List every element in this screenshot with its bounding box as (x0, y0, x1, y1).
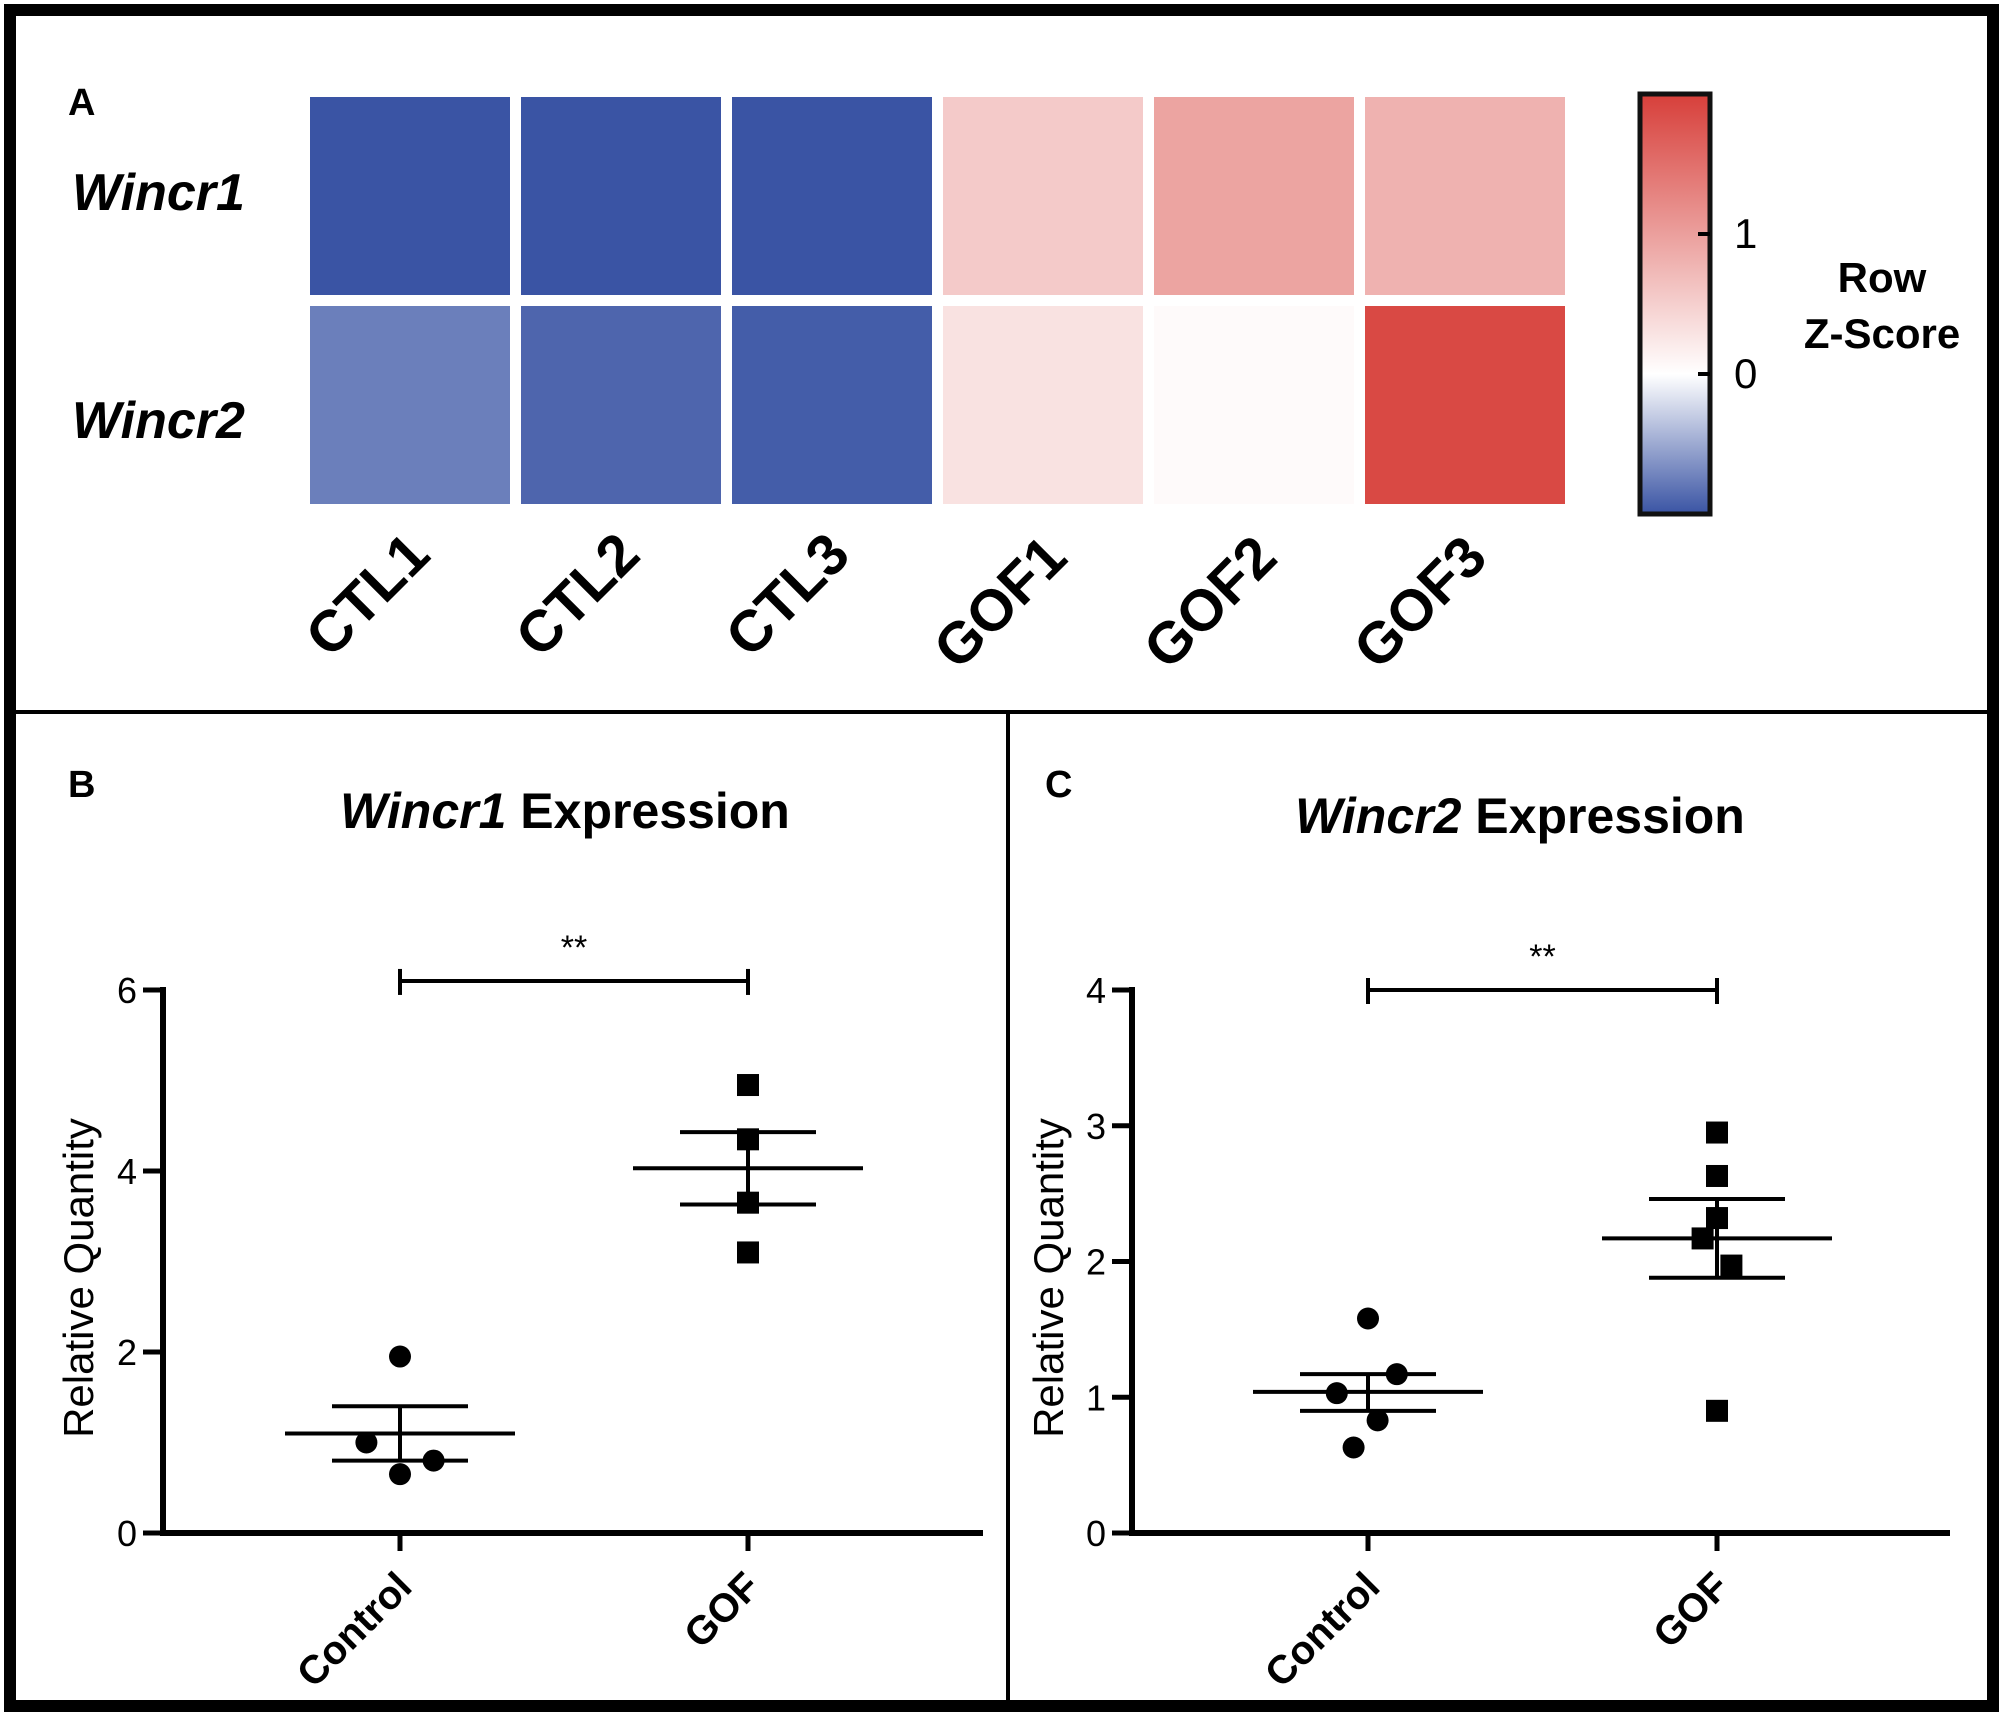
heatmap-cell (732, 306, 932, 504)
data-point (1706, 1399, 1728, 1422)
chart-title: Wincr2 Expression (1295, 788, 1745, 844)
data-point (1342, 1436, 1365, 1459)
colorbar-tick-label: 1 (1734, 210, 1757, 257)
data-point (1706, 1121, 1728, 1144)
data-point (389, 1345, 411, 1368)
data-point (1385, 1363, 1408, 1386)
data-point (1325, 1382, 1348, 1405)
colorbar-title-line1: Row (1838, 254, 1927, 301)
data-point (1366, 1409, 1389, 1432)
data-point (422, 1449, 445, 1472)
data-point (737, 1074, 759, 1097)
heatmap-cell (1154, 306, 1354, 504)
colorbar-tick-label: 0 (1734, 350, 1757, 397)
data-point (355, 1431, 378, 1454)
y-axis-label: Relative Quantity (1025, 1118, 1072, 1438)
title-gene: Wincr1 (340, 783, 506, 839)
scatter-panel-b: Wincr1 Expression Relative Quantity 0 2 4 6… (55, 783, 983, 1696)
colorbar (1637, 91, 1713, 517)
panel-b-label: B (68, 764, 95, 806)
heatmap-cell (521, 97, 721, 295)
heatmap-cell (310, 306, 510, 504)
heatmap-cell (1154, 97, 1354, 295)
y-tick-label: 6 (117, 970, 137, 1011)
data-point (737, 1128, 759, 1151)
data-point (737, 1191, 759, 1214)
heatmap-cell (310, 97, 510, 295)
heatmap-row-label: Wincr2 (72, 392, 245, 450)
y-tick-label: 3 (1086, 1106, 1106, 1147)
title-gene: Wincr2 (1295, 788, 1461, 844)
title-suffix: Expression (506, 783, 789, 839)
data-point (1720, 1254, 1743, 1277)
heatmap-cell (1365, 306, 1565, 504)
data-point (737, 1241, 759, 1264)
significance-label: ** (561, 929, 587, 967)
heatmap-cell (521, 306, 721, 504)
panel-c-label: C (1045, 764, 1072, 806)
panel-a-label: A (68, 82, 95, 124)
heatmap-row-label: Wincr1 (72, 164, 245, 222)
y-tick-label: 4 (117, 1151, 137, 1192)
heatmap-cell (732, 97, 932, 295)
y-tick-label: 2 (117, 1332, 137, 1373)
colorbar-title-line2: Z-Score (1804, 310, 1960, 357)
heatmap-cell (943, 97, 1143, 295)
scatter-panel-c: Wincr2 Expression Relative Quantity 0 1 2 3… (1025, 788, 1950, 1696)
y-tick-label: 0 (1086, 1513, 1106, 1554)
significance-label: ** (1529, 938, 1555, 976)
data-point (1706, 1164, 1728, 1187)
y-tick-label: 2 (1086, 1242, 1106, 1283)
chart-title: Wincr1 Expression (340, 783, 790, 839)
data-point (389, 1463, 411, 1486)
y-tick-label: 0 (117, 1513, 137, 1554)
y-axis-label: Relative Quantity (55, 1118, 102, 1438)
data-point (1691, 1227, 1714, 1250)
data-point (1357, 1307, 1379, 1330)
y-tick-label: 4 (1086, 970, 1106, 1011)
title-suffix: Expression (1461, 788, 1744, 844)
heatmap-cell (943, 306, 1143, 504)
y-tick-label: 1 (1086, 1377, 1106, 1418)
heatmap-cell (1365, 97, 1565, 295)
data-point (1706, 1207, 1728, 1230)
